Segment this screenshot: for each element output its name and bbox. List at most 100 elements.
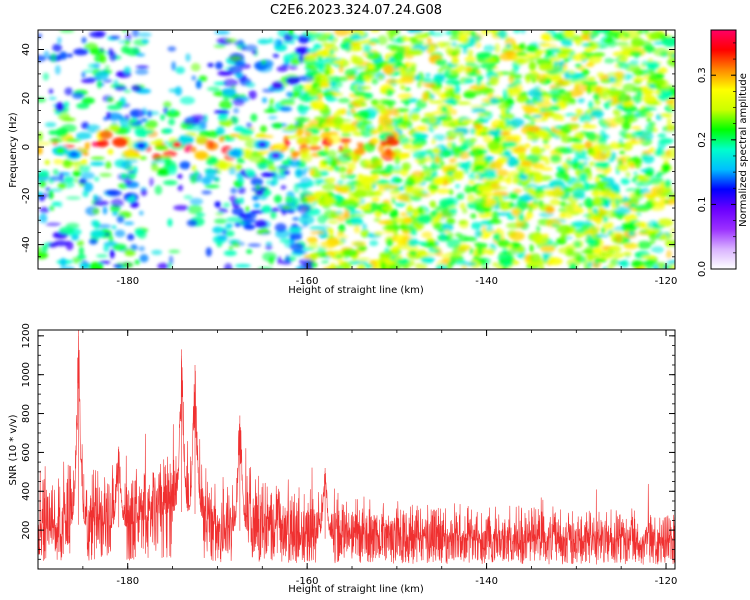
heatmap-cell [579, 133, 585, 141]
heatmap-cell [292, 249, 304, 254]
heatmap-cell [243, 44, 258, 52]
heatmap-cell [523, 113, 531, 119]
heatmap-cell [611, 116, 625, 126]
heatmap-cell [619, 45, 636, 51]
heatmap-cell [109, 249, 115, 259]
heatmap-cell [373, 218, 381, 222]
heatmap-cell [378, 118, 394, 127]
heatmap-cell [669, 193, 675, 201]
heatmap-cell [371, 78, 379, 85]
heatmap-cell [422, 91, 429, 102]
heatmap-cell [325, 95, 336, 102]
heatmap-cell [250, 210, 265, 214]
heatmap-cell [444, 229, 451, 234]
heatmap-cell [667, 52, 672, 58]
heatmap-cell [250, 177, 264, 186]
heatmap-cell [580, 249, 594, 254]
heatmap-cell [386, 30, 399, 38]
heatmap-cell [428, 97, 434, 104]
heatmap-cell [389, 208, 399, 219]
heatmap-cell [316, 150, 329, 157]
heatmap-cell [167, 218, 173, 227]
heatmap-cell [353, 224, 361, 234]
heatmap-cell [168, 249, 181, 254]
heatmap-cell [495, 126, 501, 131]
heatmap-cell [76, 240, 85, 247]
heatmap-cell [649, 31, 665, 41]
heatmap-cell [636, 108, 652, 113]
heatmap-cell [295, 169, 307, 176]
heatmap-cell [552, 75, 564, 80]
heatmap-cell [635, 181, 644, 187]
heatmap-cell [518, 91, 529, 98]
heatmap-cell [63, 176, 75, 183]
heatmap-cell [627, 231, 636, 237]
heatmap-cell [257, 164, 268, 170]
heatmap-cell [629, 50, 643, 57]
heatmap-cell [532, 101, 543, 106]
heatmap-cell [643, 30, 650, 35]
heatmap-cell [661, 163, 671, 173]
heatmap-cell [628, 60, 640, 65]
heatmap-cell [313, 43, 322, 51]
heatmap-cell [518, 213, 525, 222]
heatmap-cell [299, 84, 304, 89]
heatmap-cell [215, 61, 223, 70]
heatmap-cell [437, 68, 443, 75]
heatmap-cell [163, 180, 178, 186]
heatmap-cell [621, 121, 632, 131]
heatmap-cell [211, 176, 220, 181]
heatmap-cell [406, 212, 413, 216]
y-tick-label: 40 [21, 43, 32, 56]
heatmap-cell [473, 197, 487, 207]
heatmap-cell [416, 34, 430, 38]
heatmap-cell [236, 159, 246, 164]
heatmap-cell [107, 148, 114, 155]
heatmap-cell [257, 266, 274, 269]
heatmap-cell [50, 53, 57, 63]
heatmap-cell [185, 53, 191, 62]
heatmap-cell [435, 58, 447, 66]
heatmap-cell [451, 57, 460, 65]
heatmap-cell [296, 127, 304, 137]
heatmap-cell [397, 93, 413, 99]
heatmap-cell [469, 31, 477, 36]
heatmap-cell [231, 98, 245, 106]
heatmap-cell [537, 235, 550, 244]
heatmap-cell [49, 137, 64, 143]
heatmap-cell [637, 240, 652, 250]
heatmap-cell [317, 55, 323, 62]
heatmap-cell [127, 155, 142, 159]
heatmap-cell [333, 116, 344, 126]
heatmap-cell [395, 202, 407, 208]
heatmap-cell [79, 262, 89, 269]
heatmap-cell [436, 188, 451, 194]
heatmap-cell [104, 161, 112, 169]
heatmap-cell [285, 139, 290, 147]
heatmap-cell [445, 45, 455, 54]
heatmap-cell [52, 43, 62, 52]
heatmap-cell [351, 81, 366, 86]
heatmap-cell [94, 176, 100, 182]
heatmap-cell [116, 215, 125, 224]
heatmap-cell [537, 200, 544, 208]
heatmap-cell [653, 47, 669, 57]
heatmap-hotspot [257, 141, 267, 148]
heatmap-cell [366, 51, 382, 61]
heatmap-cell [429, 185, 439, 190]
heatmap-cell [163, 141, 170, 145]
heatmap-cell [362, 73, 375, 80]
x-tick-label: -160 [296, 276, 319, 287]
heatmap-cell [303, 54, 317, 62]
heatmap-cell [475, 242, 488, 250]
heatmap-cell [557, 61, 566, 66]
heatmap-cell [299, 153, 313, 163]
y-tick-label: 1000 [21, 362, 32, 387]
heatmap-cell [489, 97, 500, 104]
heatmap-cell [134, 259, 140, 265]
heatmap-cell [385, 78, 397, 85]
heatmap-cell [414, 262, 428, 269]
heatmap-cell [190, 174, 197, 184]
heatmap-cell [121, 173, 128, 179]
heatmap-cell [619, 130, 629, 137]
